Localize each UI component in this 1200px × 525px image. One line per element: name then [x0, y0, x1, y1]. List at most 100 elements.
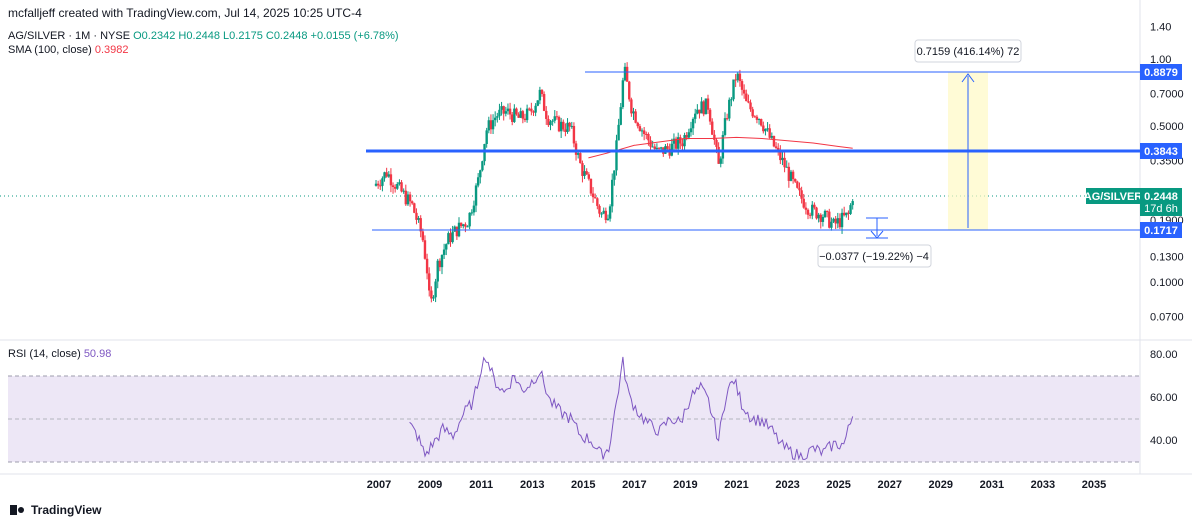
candle-body	[438, 260, 442, 268]
rsi-line	[409, 356, 854, 461]
candle-body	[413, 203, 416, 213]
candle-body	[838, 218, 842, 228]
candle-body	[708, 109, 712, 122]
candle-body	[796, 181, 799, 188]
candle-body	[483, 144, 486, 162]
candle-body	[821, 216, 825, 222]
candle-body	[808, 214, 812, 216]
candle-body	[651, 146, 654, 148]
attribution-text: mcfalljeff created with TradingView.com,…	[8, 6, 362, 20]
time-tick-label: 2017	[622, 479, 646, 491]
candle-body	[734, 79, 737, 81]
candle-body	[493, 117, 497, 121]
time-tick-label: 2027	[877, 479, 901, 491]
price-tick-label: 0.1000	[1150, 277, 1184, 289]
time-tick-label: 2035	[1082, 479, 1106, 491]
candle-body	[538, 89, 542, 101]
candle-body	[523, 118, 527, 121]
rsi-legend[interactable]: RSI (14, close) 50.98	[8, 348, 111, 360]
price-tick-label: 1.40	[1150, 21, 1171, 33]
candle-body	[828, 211, 831, 228]
candle-body	[681, 143, 684, 147]
last-price-tag-text: 0.2448	[1144, 191, 1178, 203]
candle-body	[600, 213, 603, 215]
candle-body	[691, 118, 695, 129]
candle-body	[519, 111, 522, 118]
candle-body	[787, 166, 791, 181]
candle-body	[579, 153, 582, 164]
candle-body	[753, 116, 757, 118]
target-arrow-head	[961, 73, 975, 83]
candle-body	[817, 214, 820, 219]
price-tick-label: 1.00	[1150, 54, 1171, 66]
candle-body	[768, 128, 771, 138]
candle-body	[459, 222, 463, 227]
candle-body	[745, 93, 748, 102]
candle-body	[604, 210, 608, 221]
candle-body	[698, 109, 701, 114]
candle-body	[423, 240, 427, 259]
candle-body	[383, 172, 386, 179]
candle-body	[713, 134, 716, 140]
candle-body	[655, 147, 659, 150]
sma-legend[interactable]: SMA (100, close) 0.3982	[8, 44, 128, 56]
time-tick-label: 2023	[775, 479, 799, 491]
candle-body	[740, 81, 744, 90]
candle-body	[706, 98, 710, 110]
candle-body	[425, 258, 429, 274]
sma-label: SMA (100, close)	[8, 44, 92, 56]
candle-body	[489, 120, 493, 130]
price-tick-label: 0.7000	[1150, 89, 1184, 101]
candle-body	[606, 218, 610, 221]
candle-body	[549, 121, 552, 126]
candle-body	[719, 158, 722, 164]
time-tick-label: 2033	[1031, 479, 1055, 491]
candle-body	[528, 108, 531, 110]
candle-body	[687, 132, 691, 138]
time-tick-label: 2015	[571, 479, 595, 491]
candle-body	[764, 128, 767, 132]
candle-body	[602, 210, 605, 214]
candle-body	[566, 122, 569, 132]
tradingview-logo[interactable]: TradingView	[10, 503, 101, 517]
candle-body	[638, 126, 642, 131]
symbol-legend[interactable]: AG/SILVER · 1M · NYSE O0.2342 H0.2448 L0…	[8, 30, 399, 42]
candle-body	[396, 183, 399, 189]
candle-body	[442, 249, 446, 255]
time-tick-label: 2029	[929, 479, 953, 491]
candle-body	[525, 108, 529, 121]
candle-body	[632, 111, 635, 114]
time-tick-label: 2009	[418, 479, 442, 491]
drop-measure-box[interactable]	[817, 244, 932, 268]
candle-body	[462, 224, 465, 227]
candle-body	[381, 178, 384, 186]
candle-body	[623, 66, 627, 81]
symbol-name-tag	[1086, 188, 1140, 204]
candle-body	[457, 222, 461, 237]
candle-body	[451, 231, 454, 243]
time-axis[interactable]: 2007 2009 2011 2013 2015 2017 2019 2021 2023 2025…	[367, 479, 1106, 491]
candle-body	[517, 114, 520, 118]
rsi-label: RSI (14, close)	[8, 348, 81, 360]
candle-body	[825, 210, 829, 212]
candle-body	[700, 101, 703, 114]
candle-body	[466, 226, 469, 228]
candle-body	[393, 187, 397, 189]
candle-body	[704, 98, 708, 115]
bottom-level-tag-text: 0.1717	[1144, 225, 1178, 237]
target-measure-box[interactable]	[914, 39, 1022, 63]
candle-body	[547, 118, 550, 126]
candle-body	[455, 226, 459, 237]
rsi-axis[interactable]: 80.00 60.00 40.00	[1150, 349, 1178, 447]
tradingview-logo-icon	[10, 505, 26, 515]
candle-body	[553, 116, 556, 121]
candle-body	[732, 79, 735, 100]
candle-body	[849, 205, 852, 214]
sma-value: 0.3982	[94, 44, 129, 56]
candle-body	[806, 209, 810, 215]
candle-body	[702, 101, 705, 115]
top-level-tag-text: 0.8879	[1144, 67, 1178, 79]
candle-body	[530, 108, 533, 112]
candle-body	[594, 197, 597, 199]
